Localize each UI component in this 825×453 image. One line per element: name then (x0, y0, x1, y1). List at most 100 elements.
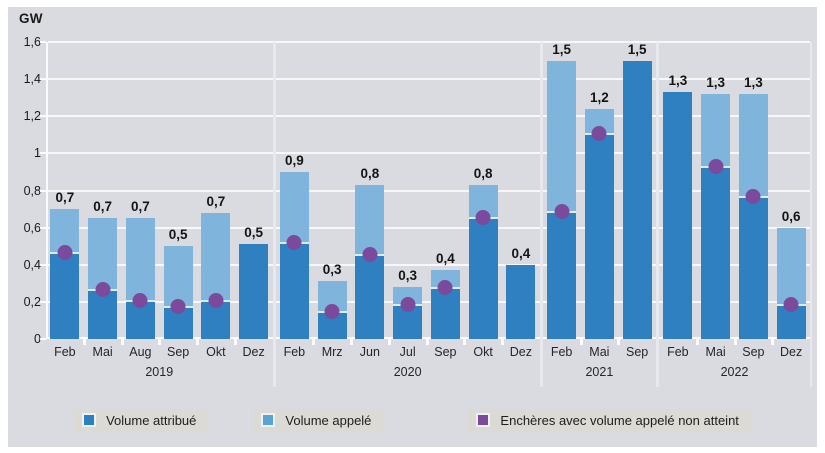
y-axis-tick-label: 1,6 (23, 35, 41, 49)
dot-volume-non-atteint (591, 125, 607, 141)
category-row-2021: 1,5 Feb 1,2 Mai 1,5 Sep (543, 42, 656, 365)
legend-swatch-attribue (82, 413, 97, 427)
bar-volume-attribue (468, 216, 498, 339)
bar-volume-attribue (584, 132, 614, 339)
x-axis-month-label: Feb (550, 345, 573, 359)
dot-volume-non-atteint (745, 189, 761, 205)
bar-volume-attribue (88, 288, 118, 339)
x-axis-month-label: Okt (206, 345, 226, 359)
y-axis-tick (40, 226, 46, 229)
chart-legend: Volume attribué Volume appelé Enchères ave… (8, 406, 817, 434)
bar-value-label: 0,8 (360, 165, 380, 181)
chart-body: 0,7 Feb 0,7 Mai 0,7 Aug 0,5 Sep 0,7 Okt 0,5 Dez 2019… (40, 41, 812, 387)
x-axis-year-label: 2020 (393, 365, 422, 379)
bar-area-Dez-2019: 0,5 (239, 42, 269, 339)
x-axis-year-label: 2022 (720, 365, 749, 379)
x-axis-month-label: Jun (359, 345, 380, 359)
bar-area-Feb-2021: 1,5 (547, 41, 577, 339)
x-axis-month-label: Feb (54, 345, 76, 359)
gridline-1 (48, 152, 810, 155)
x-axis-month-label: Sep (742, 345, 765, 359)
dot-volume-non-atteint (286, 235, 302, 251)
bar-value-label: 0,4 (435, 251, 455, 267)
bar-area-Mai-2019: 0,7 (88, 42, 118, 339)
category-Mai-2021: 1,2 Mai (581, 42, 620, 365)
y-axis-tick (40, 152, 46, 155)
bar-area-Mai-2022: 1,3 (701, 42, 731, 339)
gridline-1,6 (48, 41, 810, 43)
gridline-0,6 (48, 226, 810, 229)
year-group-2021: 1,5 Feb 1,2 Mai 1,5 Sep 2021 (539, 42, 656, 387)
gridline-0,2 (48, 300, 810, 303)
bar-area-Sep-2019: 0,5 (163, 42, 193, 339)
bar-value-label: 1,5 (552, 41, 572, 57)
bar-value-label: 1,3 (706, 74, 726, 90)
category-Feb-2022: 1,3 Feb (659, 42, 699, 365)
dot-volume-non-atteint (554, 203, 570, 219)
bar-value-label: 0,7 (206, 193, 226, 209)
x-axis-month-label: Sep (626, 345, 649, 359)
category-Dez-2019: 0,5 Dez (235, 42, 273, 365)
category-Feb-2020: 0,9 Feb (276, 42, 315, 365)
y-axis-tick (40, 300, 46, 303)
gridline-0,4 (48, 263, 810, 266)
dot-volume-non-atteint (57, 244, 73, 260)
bar-value-label: 0,3 (322, 262, 342, 278)
y-axis-tick (40, 41, 46, 43)
y-axis-tick-label: 0,4 (23, 257, 41, 272)
bar-volume-attribue (547, 210, 577, 339)
legend-item-appele: Volume appelé (253, 408, 384, 432)
y-axis-tick (40, 338, 46, 340)
legend-label-non_atteint: Enchères avec volume appelé non atteint (500, 412, 739, 428)
legend-swatch-non_atteint (476, 413, 491, 427)
y-axis-tick (40, 263, 46, 266)
y-axis-tick-label: 1,4 (23, 72, 41, 87)
bar-value-label: 0,7 (55, 190, 75, 206)
category-Sep-2021: 1,5 Sep (618, 42, 656, 365)
y-axis-tick-label: 0,2 (23, 294, 41, 309)
x-axis-month-label: Dez (780, 345, 803, 359)
year-group-2020: 0,9 Feb 0,3 Mrz 0,8 Jun 0,3 Jul 0,4 Sep 0,8 Okt 0,4 D… (272, 42, 540, 387)
x-axis-year-label: 2021 (585, 365, 614, 379)
bar-volume-attribue (506, 264, 536, 339)
bar-area-Jun-2020: 0,8 (355, 42, 385, 339)
bar-value-label: 0,8 (473, 165, 493, 181)
bar-area-Jul-2020: 0,3 (393, 42, 423, 339)
x-axis-month-label: Feb (283, 345, 306, 359)
category-Dez-2020: 0,4 Dez (502, 42, 540, 365)
x-axis-month-label: Mai (589, 345, 610, 359)
dot-volume-non-atteint (170, 298, 186, 314)
y-axis-tick (40, 189, 46, 192)
category-Aug-2019: 0,7 Aug (122, 42, 161, 365)
bar-area-Aug-2019: 0,7 (125, 42, 155, 339)
legend-item-attribue: Volume attribué (74, 408, 209, 432)
dot-volume-non-atteint (708, 159, 724, 175)
legend-label-appele: Volume appelé (285, 412, 372, 428)
bar-area-Sep-2022: 1,3 (738, 42, 768, 339)
year-group-2022: 1,3 Feb 1,3 Mai 1,3 Sep 0,6 Dez 2022 (656, 42, 810, 387)
dot-volume-non-atteint (783, 296, 799, 312)
bar-volume-attribue (738, 196, 768, 339)
category-Sep-2019: 0,5 Sep (159, 42, 199, 365)
bar-value-label: 1,2 (589, 89, 609, 105)
y-axis-unit-label: GW (19, 11, 43, 26)
bar-value-label: 0,7 (130, 199, 150, 215)
category-row-2022: 1,3 Feb 1,3 Mai 1,3 Sep 0,6 Dez (659, 42, 810, 365)
bar-area-Dez-2022: 0,6 (776, 42, 806, 339)
bar-area-Mai-2021: 1,2 (584, 42, 614, 339)
gridline-1,4 (48, 78, 810, 81)
x-axis-month-label: Aug (129, 345, 152, 359)
bar-value-label: 1,3 (743, 74, 763, 90)
gridline-0,8 (48, 189, 810, 192)
bar-area-Feb-2022: 1,3 (663, 42, 693, 339)
dot-volume-non-atteint (475, 209, 491, 225)
category-Jun-2020: 0,8 Jun (351, 42, 391, 365)
bar-volume-attribue (430, 287, 460, 339)
x-axis-month-label: Sep (167, 345, 190, 359)
dot-volume-non-atteint (362, 246, 378, 262)
bar-volume-attribue (239, 244, 269, 339)
dot-volume-non-atteint (208, 293, 224, 309)
x-axis-month-label: Jul (399, 345, 416, 359)
y-axis-tick-label: 0,6 (23, 220, 41, 235)
